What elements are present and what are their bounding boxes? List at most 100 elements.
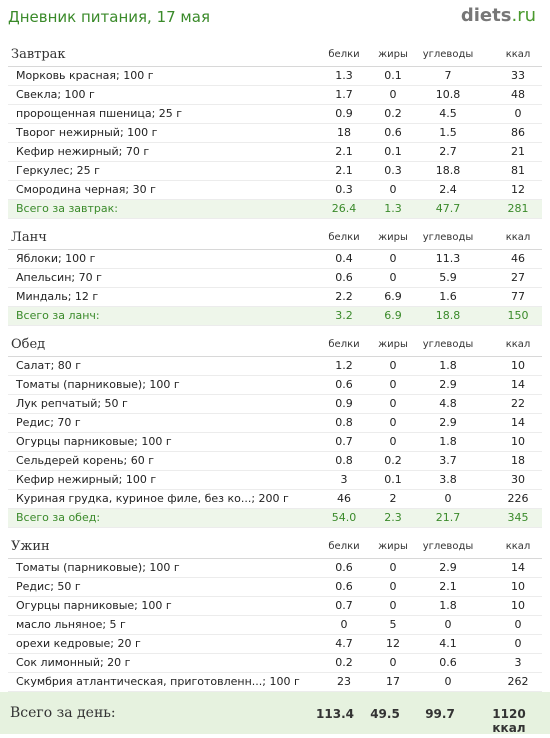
carbs-value: 2.7 [439, 145, 457, 158]
meal-section: Обед белки жиры углеводы ккал Салат; 80 г 1.2 0… [0, 334, 550, 528]
column-header-protein: белки [328, 49, 360, 60]
food-row[interactable]: Морковь красная; 100 г 1.3 0.1 7 33 [8, 67, 542, 86]
food-row[interactable]: Смородина черная; 30 г 0.3 0 2.4 12 [8, 181, 542, 200]
food-row[interactable]: Апельсин; 70 г 0.6 0 5.9 27 [8, 269, 542, 288]
fat-value: 0 [389, 271, 397, 284]
meal-total-kcal: 150 [507, 309, 529, 322]
meal-total-kcal: 281 [507, 202, 529, 215]
column-header-fat: жиры [378, 339, 408, 350]
fat-value: 0 [389, 378, 397, 391]
protein-value: 0.7 [335, 435, 353, 448]
logo-name: diets [460, 5, 512, 26]
column-header-kcal: ккал [505, 541, 531, 552]
food-row[interactable]: масло льняное; 5 г 0 5 0 0 [8, 616, 542, 635]
food-row[interactable]: Скумбрия атлантическая, приготовленн...;… [8, 673, 542, 692]
food-name: Кефир нежирный; 100 г [16, 473, 157, 486]
food-row[interactable]: Редис; 50 г 0.6 0 2.1 10 [8, 578, 542, 597]
fat-value: 0.2 [384, 454, 402, 467]
food-row[interactable]: орехи кедровые; 20 г 4.7 12 4.1 0 [8, 635, 542, 654]
carbs-value: 0 [444, 618, 452, 631]
protein-value: 0.6 [335, 561, 353, 574]
column-header-fat: жиры [378, 232, 408, 243]
column-header-carbs: углеводы [422, 339, 474, 350]
meal-name: Завтрак [11, 47, 66, 62]
food-name: Морковь красная; 100 г [16, 69, 154, 82]
carbs-value: 5.9 [439, 271, 457, 284]
protein-value: 0.9 [335, 107, 353, 120]
kcal-value: 33 [511, 69, 525, 82]
meal-total-row: Всего за обед: 54.0 2.3 21.7 345 [8, 509, 542, 528]
column-header-fat: жиры [378, 49, 408, 60]
food-name: Смородина черная; 30 г [16, 183, 156, 196]
food-row[interactable]: Яблоки; 100 г 0.4 0 11.3 46 [8, 250, 542, 269]
meal-total-label: Всего за ланч: [16, 309, 100, 322]
food-row[interactable]: Свекла; 100 г 1.7 0 10.8 48 [8, 86, 542, 105]
day-total-label: Всего за день: [10, 705, 116, 721]
kcal-value: 22 [511, 397, 525, 410]
food-name: Салат; 80 г [16, 359, 82, 372]
protein-value: 46 [337, 492, 351, 505]
kcal-value: 262 [507, 675, 529, 688]
fat-value: 12 [386, 637, 400, 650]
food-row[interactable]: Куриная грудка, куриное филе, без ко...;… [8, 490, 542, 509]
protein-value: 0.4 [335, 252, 353, 265]
carbs-value: 2.9 [439, 561, 457, 574]
carbs-value: 3.7 [439, 454, 457, 467]
column-header-carbs: углеводы [422, 232, 474, 243]
fat-value: 0 [389, 416, 397, 429]
carbs-value: 2.1 [439, 580, 457, 593]
protein-value: 1.7 [335, 88, 353, 101]
kcal-value: 10 [511, 580, 525, 593]
kcal-value: 14 [511, 416, 525, 429]
column-header-carbs: углеводы [422, 49, 474, 60]
food-row[interactable]: Кефир нежирный; 70 г 2.1 0.1 2.7 21 [8, 143, 542, 162]
food-row[interactable]: Геркулес; 25 г 2.1 0.3 18.8 81 [8, 162, 542, 181]
carbs-value: 11.3 [435, 252, 461, 265]
column-header-carbs: углеводы [422, 541, 474, 552]
meal-total-fat: 1.3 [384, 202, 402, 215]
food-row[interactable]: Лук репчатый; 50 г 0.9 0 4.8 22 [8, 395, 542, 414]
kcal-value: 18 [511, 454, 525, 467]
kcal-value: 46 [511, 252, 525, 265]
meal-total-row: Всего за завтрак: 26.4 1.3 47.7 281 [8, 200, 542, 219]
kcal-value: 81 [511, 164, 525, 177]
site-logo[interactable]: diets.ru [461, 5, 536, 26]
protein-value: 1.3 [335, 69, 353, 82]
carbs-value: 18.8 [435, 164, 461, 177]
food-name: пророщенная пшеница; 25 г [16, 107, 183, 120]
column-header-protein: белки [328, 232, 360, 243]
food-name: Свекла; 100 г [16, 88, 95, 101]
food-name: Томаты (парниковые); 100 г [16, 378, 180, 391]
meal-header: Ужин белки жиры углеводы ккал [8, 536, 542, 559]
fat-value: 0 [389, 359, 397, 372]
day-total-carbs: 99.7 [425, 707, 455, 721]
food-row[interactable]: Огурцы парниковые; 100 г 0.7 0 1.8 10 [8, 433, 542, 452]
column-header-protein: белки [328, 339, 360, 350]
food-row[interactable]: Миндаль; 12 г 2.2 6.9 1.6 77 [8, 288, 542, 307]
food-row[interactable]: Творог нежирный; 100 г 18 0.6 1.5 86 [8, 124, 542, 143]
kcal-value: 14 [511, 378, 525, 391]
meal-section: Ланч белки жиры углеводы ккал Яблоки; 100 г 0.… [0, 227, 550, 326]
food-row[interactable]: Сельдерей корень; 60 г 0.8 0.2 3.7 18 [8, 452, 542, 471]
carbs-value: 3.8 [439, 473, 457, 486]
food-row[interactable]: Редис; 70 г 0.8 0 2.9 14 [8, 414, 542, 433]
food-name: орехи кедровые; 20 г [16, 637, 141, 650]
protein-value: 3 [340, 473, 348, 486]
food-row[interactable]: пророщенная пшеница; 25 г 0.9 0.2 4.5 0 [8, 105, 542, 124]
food-row[interactable]: Томаты (парниковые); 100 г 0.6 0 2.9 14 [8, 376, 542, 395]
kcal-value: 27 [511, 271, 525, 284]
fat-value: 6.9 [384, 290, 402, 303]
food-row[interactable]: Томаты (парниковые); 100 г 0.6 0 2.9 14 [8, 559, 542, 578]
food-name: Творог нежирный; 100 г [16, 126, 158, 139]
carbs-value: 0.6 [439, 656, 457, 669]
protein-value: 0.2 [335, 656, 353, 669]
fat-value: 0 [389, 580, 397, 593]
food-name: Лук репчатый; 50 г [16, 397, 128, 410]
food-row[interactable]: Кефир нежирный; 100 г 3 0.1 3.8 30 [8, 471, 542, 490]
food-row[interactable]: Огурцы парниковые; 100 г 0.7 0 1.8 10 [8, 597, 542, 616]
column-header-kcal: ккал [505, 339, 531, 350]
carbs-value: 1.8 [439, 435, 457, 448]
kcal-value: 0 [514, 618, 522, 631]
food-row[interactable]: Салат; 80 г 1.2 0 1.8 10 [8, 357, 542, 376]
food-row[interactable]: Сок лимонный; 20 г 0.2 0 0.6 3 [8, 654, 542, 673]
